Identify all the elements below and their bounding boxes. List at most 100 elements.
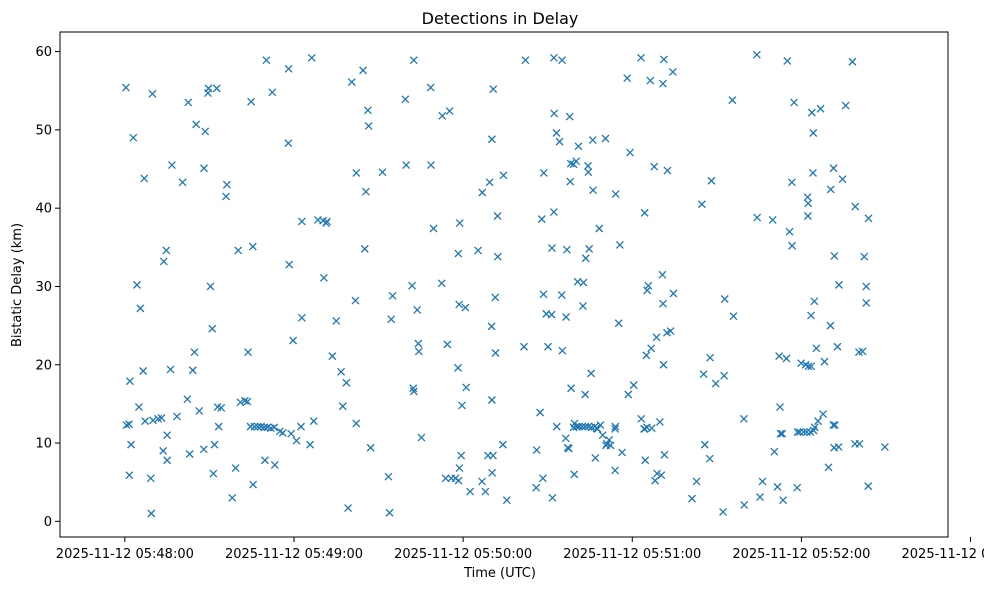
data-point — [149, 416, 157, 425]
data-point — [810, 423, 819, 432]
chart-title: Detections in Delay — [422, 9, 579, 28]
x-tick-label: 2025-11-12 05:48:00 — [56, 547, 194, 562]
data-point — [438, 111, 447, 120]
data-point — [595, 224, 604, 233]
data-point — [162, 246, 171, 255]
data-point — [147, 509, 156, 518]
data-point — [552, 422, 561, 431]
data-point — [643, 286, 652, 295]
data-point — [360, 244, 369, 253]
data-point — [461, 303, 470, 312]
y-tick-label: 10 — [35, 437, 52, 452]
data-point — [858, 347, 867, 356]
data-point — [860, 252, 869, 261]
data-point — [566, 177, 575, 186]
data-point — [489, 451, 497, 460]
data-point — [185, 450, 194, 458]
data-point — [240, 396, 249, 405]
data-point — [778, 429, 787, 438]
data-point — [753, 213, 762, 222]
data-point — [779, 496, 788, 505]
data-point — [565, 112, 574, 121]
data-point — [740, 500, 749, 509]
data-point — [650, 162, 659, 171]
data-point — [591, 453, 600, 462]
data-point — [413, 305, 422, 314]
data-point — [720, 295, 729, 303]
data-point — [148, 89, 157, 98]
data-point — [598, 431, 607, 440]
data-point — [487, 135, 496, 144]
data-point — [611, 422, 620, 431]
data-point — [539, 290, 548, 299]
data-point — [558, 56, 567, 65]
data-point — [328, 352, 337, 361]
data-point — [429, 224, 438, 233]
data-point — [260, 423, 269, 432]
data-point — [163, 456, 172, 465]
data-point — [660, 450, 669, 459]
data-point — [549, 208, 558, 217]
data-point — [809, 168, 817, 177]
data-point — [601, 134, 610, 143]
data-point — [834, 280, 843, 289]
y-axis: 0 10 20 30 40 50 60 — [35, 45, 60, 530]
data-point — [548, 493, 557, 502]
data-point — [307, 53, 316, 62]
data-point — [521, 56, 530, 65]
data-point — [629, 381, 638, 390]
data-point — [409, 56, 418, 65]
data-point — [596, 421, 605, 429]
data-point — [454, 249, 463, 258]
data-point — [201, 127, 210, 136]
data-point — [437, 279, 446, 288]
data-point — [814, 417, 823, 426]
data-point — [190, 348, 199, 357]
data-point — [606, 441, 615, 450]
data-point — [247, 97, 256, 106]
data-point — [192, 120, 201, 129]
data-point — [228, 493, 237, 502]
data-point — [289, 336, 298, 345]
data-point — [401, 95, 410, 104]
data-point — [562, 245, 571, 254]
data-point — [587, 369, 596, 378]
data-point — [457, 451, 466, 460]
data-point — [195, 406, 204, 415]
data-point — [125, 471, 134, 480]
data-point — [558, 346, 567, 355]
data-point — [575, 422, 583, 431]
data-point — [752, 50, 761, 59]
data-point — [388, 291, 397, 300]
data-point — [163, 431, 172, 440]
data-point — [217, 403, 226, 412]
data-point — [319, 273, 328, 282]
data-point — [618, 448, 627, 457]
data-point — [344, 504, 353, 512]
data-point — [793, 428, 802, 437]
data-point — [719, 507, 727, 516]
data-point — [787, 178, 796, 187]
data-point — [487, 396, 496, 404]
data-point — [441, 474, 450, 483]
data-point — [270, 423, 279, 432]
data-point — [491, 349, 500, 357]
data-point — [549, 53, 558, 62]
data-point — [829, 421, 838, 429]
data-point — [838, 175, 847, 184]
data-point — [347, 78, 356, 87]
data-point — [812, 344, 821, 353]
data-point — [797, 359, 806, 368]
data-point — [141, 417, 150, 426]
data-point — [833, 342, 842, 351]
data-point — [366, 443, 375, 452]
data-point — [136, 304, 145, 313]
data-point — [768, 215, 777, 224]
y-tick-label: 0 — [44, 515, 52, 530]
data-point — [707, 176, 716, 185]
data-point — [570, 470, 579, 479]
data-point — [309, 417, 318, 426]
data-point — [651, 476, 660, 485]
data-point — [159, 257, 168, 266]
data-point — [212, 84, 221, 93]
